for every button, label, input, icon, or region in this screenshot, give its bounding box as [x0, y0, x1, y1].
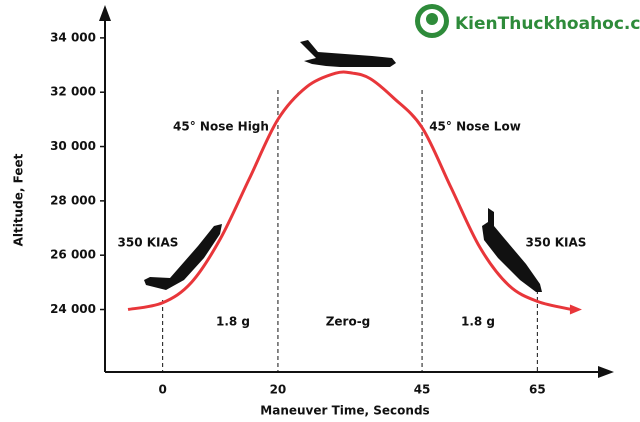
altitude-curve	[127, 70, 573, 312]
y-tick-label: 24 000	[50, 302, 96, 316]
x-tick-label: 0	[158, 383, 166, 397]
annotation: 1.8 g	[216, 315, 250, 329]
airplane-right	[482, 208, 542, 292]
y-axis-label: Altitude, Feet	[12, 153, 26, 246]
y-tick-label: 26 000	[50, 248, 96, 262]
watermark: KienThuckhoahoc.com	[455, 14, 640, 34]
y-tick-label: 34 000	[50, 30, 96, 44]
x-tick-label: 45	[414, 383, 431, 397]
annotation: 350 KIAS	[526, 236, 587, 250]
annotation: Zero-g	[326, 315, 371, 329]
x-axis-label: Maneuver Time, Seconds	[260, 404, 429, 418]
annotation: 45° Nose High	[173, 120, 269, 134]
x-axis-arrow	[598, 366, 614, 378]
airplane-left	[144, 224, 222, 290]
y-tick-label: 30 000	[50, 139, 96, 153]
watermark-logo	[415, 4, 449, 38]
annotation: 1.8 g	[461, 315, 495, 329]
curve-arrow	[569, 304, 582, 315]
x-tick-label: 20	[270, 383, 287, 397]
y-axis-arrow	[99, 5, 111, 21]
annotation: 45° Nose Low	[429, 120, 521, 134]
x-tick-label: 65	[529, 383, 546, 397]
y-tick-label: 28 000	[50, 193, 96, 207]
y-tick-label: 32 000	[50, 85, 96, 99]
annotation: 350 KIAS	[118, 236, 179, 250]
airplane-top	[300, 40, 396, 67]
